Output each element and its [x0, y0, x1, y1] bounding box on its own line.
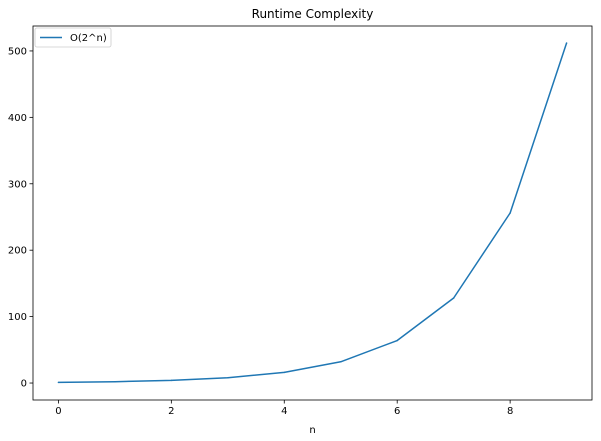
plot-area: [57, 42, 568, 384]
y-tick-label: 500: [8, 46, 27, 57]
series-line: [58, 42, 568, 384]
y-axis: 0 100 200 300 400 500: [8, 46, 33, 390]
y-tick-label: 300: [8, 179, 27, 190]
axes-frame: [32, 25, 593, 401]
x-tick-label: 2: [168, 406, 174, 417]
x-tick-label: 8: [507, 406, 513, 417]
data-point: [565, 42, 568, 44]
legend-box: [34, 27, 112, 48]
x-tick-label: 6: [394, 406, 400, 417]
data-point: [339, 361, 342, 363]
legend: O(2^n): [34, 27, 112, 48]
y-tick-label: 100: [8, 312, 27, 323]
y-tick-label: 0: [21, 379, 27, 390]
x-axis: 0 2 4 6 8: [55, 400, 513, 417]
legend-label: O(2^n): [70, 33, 107, 44]
x-tick-label: 0: [55, 406, 61, 417]
y-tick-label: 200: [8, 246, 27, 257]
x-axis-label: n: [309, 425, 315, 436]
data-point: [57, 381, 60, 384]
data-point: [114, 380, 116, 383]
data-point: [283, 371, 286, 374]
x-tick-label: 4: [281, 406, 287, 417]
data-point: [396, 339, 398, 342]
y-tick-label: 400: [8, 113, 27, 124]
data-point: [452, 297, 455, 299]
data-point: [170, 379, 173, 382]
chart-title: Runtime Complexity: [252, 7, 374, 21]
data-point: [509, 212, 511, 214]
data-point: [227, 376, 229, 379]
